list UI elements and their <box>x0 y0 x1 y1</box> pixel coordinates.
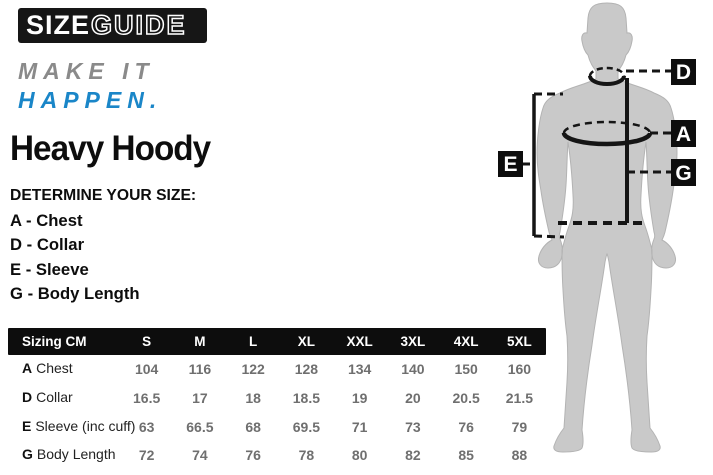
sizing-table: Sizing CM S M L XL XXL 3XL 4XL 5XL A Ches… <box>8 328 546 470</box>
size-key-item-sleeve: E - Sleeve <box>10 259 89 279</box>
table-row-body-length: G Body Length 72 74 76 78 80 82 85 88 <box>8 441 546 470</box>
cell-collar-xxl: 19 <box>351 390 368 407</box>
chest-ellipse-dashed <box>562 120 652 134</box>
collar-ellipse-solid <box>588 75 626 86</box>
cell-chest-4xl: 150 <box>454 361 478 378</box>
size-key-item-body-length: G - Body Length <box>10 284 140 304</box>
table-row-sleeve: E Sleeve (inc cuff) 63 66.5 68 69.5 71 73… <box>8 412 546 441</box>
cell-chest-l: 122 <box>241 361 265 378</box>
determine-size-heading: DETERMINE YOUR SIZE: <box>10 187 197 204</box>
cell-sleeve-3xl: 73 <box>405 418 421 435</box>
header-cell-3xl: 3XL <box>400 334 426 349</box>
marker-sleeve: E <box>498 151 523 177</box>
cell-sleeve-s: 63 <box>138 418 155 435</box>
collar-ellipse-dashed <box>588 66 626 77</box>
brand-logo: SIZE GUIDE <box>18 8 207 43</box>
cell-body-length-5xl: 88 <box>511 447 528 464</box>
header-cell-sizing-cm: Sizing CM <box>22 334 87 349</box>
cell-sleeve-m: 66.5 <box>186 418 214 435</box>
tagline-line1: MAKE IT <box>18 58 155 84</box>
measurement-diagram: D A G E <box>498 2 696 453</box>
marker-chest: A <box>671 120 696 147</box>
size-key-list: A - Chest D - Collar E - Sleeve G - Body… <box>10 211 270 309</box>
cell-collar-l: 18 <box>245 390 261 407</box>
cell-body-length-xxl: 80 <box>351 447 368 464</box>
cell-body-length-xl: 78 <box>298 447 315 464</box>
row-label-collar: Collar <box>36 389 73 406</box>
size-key-item-collar: D - Collar <box>10 235 85 255</box>
cell-collar-s: 16.5 <box>133 390 161 407</box>
cell-chest-5xl: 160 <box>507 361 532 378</box>
cell-sleeve-xl: 69.5 <box>292 418 320 435</box>
cell-sleeve-xxl: 71 <box>351 418 368 435</box>
row-key-chest: A <box>22 360 33 377</box>
cell-chest-m: 116 <box>188 361 212 378</box>
cell-collar-5xl: 21.5 <box>505 390 533 407</box>
row-key-sleeve: E <box>22 417 32 434</box>
row-label-body-length: Body Length <box>36 446 116 463</box>
header-cell-4xl: 4XL <box>453 334 479 349</box>
header-cell-xxl: XXL <box>346 334 373 349</box>
chest-ellipse-solid <box>561 132 653 147</box>
table-row-collar: D Collar 16.5 17 18 18.5 19 20 20.5 21.5 <box>8 384 546 413</box>
sleeve-bracket-bottom-tick <box>533 234 565 239</box>
cell-body-length-s: 72 <box>138 447 155 464</box>
cell-chest-3xl: 140 <box>401 361 425 378</box>
marker-body-length: G <box>671 159 696 186</box>
marker-letter-e: E <box>503 153 517 176</box>
cell-collar-3xl: 20 <box>405 390 421 407</box>
page-title: Heavy Hoody <box>10 129 211 168</box>
row-label-sleeve: Sleeve (inc cuff) <box>35 417 136 434</box>
tagline-line2: HAPPEN. <box>18 87 163 113</box>
cell-collar-xl: 18.5 <box>292 390 320 407</box>
header-cell-m: M <box>194 334 206 349</box>
header-cell-xl: XL <box>297 334 315 349</box>
table-row-chest: A Chest 104 116 122 128 134 140 150 160 <box>8 355 546 384</box>
cell-chest-xl: 128 <box>294 361 319 378</box>
marker-letter-a: A <box>676 123 691 146</box>
body-silhouette <box>536 2 678 453</box>
cell-body-length-m: 74 <box>192 447 208 464</box>
row-label-chest: Chest <box>36 360 73 377</box>
cell-chest-s: 104 <box>134 361 159 378</box>
header-cell-s: S <box>142 334 152 349</box>
cell-collar-4xl: 20.5 <box>452 390 480 407</box>
header-cell-l: L <box>249 334 258 349</box>
row-key-collar: D <box>22 389 33 406</box>
cell-chest-xxl: 134 <box>347 361 372 378</box>
table-header-row: Sizing CM S M L XL XXL 3XL 4XL 5XL <box>8 328 546 355</box>
row-key-body-length: G <box>22 446 33 463</box>
marker-collar: D <box>671 59 696 85</box>
cell-sleeve-l: 68 <box>245 418 261 435</box>
logo-size-text: SIZE <box>26 10 91 40</box>
cell-body-length-4xl: 85 <box>458 447 474 464</box>
marker-letter-d: D <box>676 61 691 84</box>
marker-letter-g: G <box>675 162 691 185</box>
size-key-item-chest: A - Chest <box>10 211 83 230</box>
cell-sleeve-5xl: 79 <box>511 418 528 435</box>
cell-collar-m: 17 <box>192 390 208 407</box>
cell-body-length-l: 76 <box>245 447 261 464</box>
cell-sleeve-4xl: 76 <box>458 418 474 435</box>
cell-body-length-3xl: 82 <box>405 447 421 464</box>
logo-guide-text: GUIDE <box>90 10 187 40</box>
header-cell-5xl: 5XL <box>506 334 532 349</box>
